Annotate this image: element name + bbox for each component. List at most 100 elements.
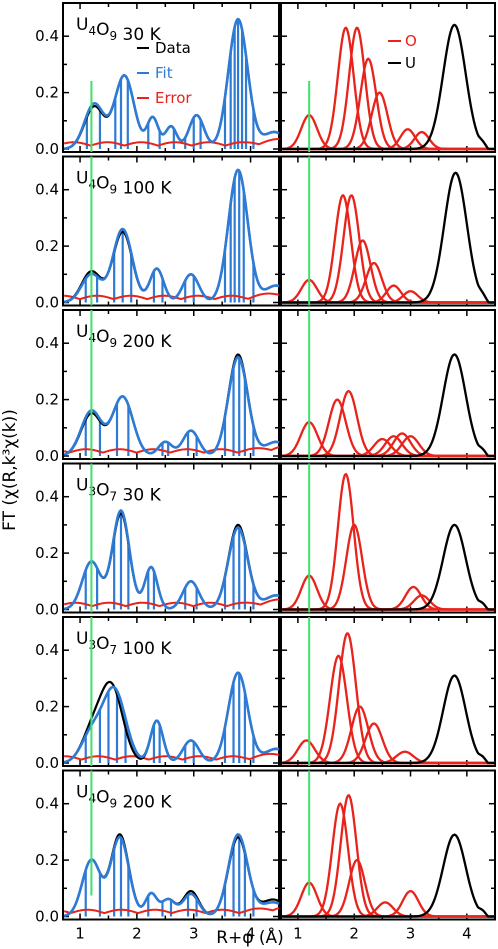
label-text: 30 K	[117, 25, 161, 45]
panel-frame-right	[280, 616, 496, 767]
o-shell-curve	[282, 278, 495, 304]
panel-frame-right	[280, 462, 496, 614]
o-shell-curve	[282, 193, 495, 304]
y-tick-label: 0.2	[35, 544, 59, 562]
x-tick-label-left: 4	[246, 925, 256, 943]
panel-frame-right	[280, 155, 496, 307]
fit-curve	[63, 671, 280, 764]
panel-frame-left	[62, 462, 280, 614]
error-curve	[63, 137, 280, 147]
o-shell-curve	[282, 901, 495, 918]
u-shell-curve	[282, 171, 495, 304]
u-shell-curve	[282, 23, 495, 151]
label-subscript: 9	[109, 29, 117, 43]
left-subplot	[63, 353, 280, 456]
o-shell-curve	[282, 26, 495, 151]
label-text: 200 K	[117, 332, 172, 352]
panel-frame-left	[62, 2, 280, 153]
legend-right-label: O	[405, 32, 417, 50]
x-tick-label-right: 1	[293, 925, 303, 943]
o-shell-curve	[282, 26, 495, 151]
label-text: 200 K	[117, 793, 172, 813]
error-curve	[63, 446, 280, 454]
label-subscript: 9	[109, 336, 117, 350]
y-tick-label: 0.2	[35, 84, 59, 102]
legend-right-label: U	[405, 54, 416, 72]
label-subscript: 4	[88, 24, 96, 38]
panel-frame-right	[280, 2, 496, 153]
x-axis-label: R+φ (Å)	[216, 926, 284, 948]
panel-5: 0.00.20.4U3O7 100 K	[35, 616, 496, 772]
panel-frame-right	[280, 769, 496, 921]
o-shell-curve	[282, 194, 495, 304]
left-subplot	[63, 17, 280, 150]
o-shell-curve	[282, 594, 495, 611]
x-tick-label-right: 3	[406, 925, 416, 943]
label-subscript: 7	[109, 490, 117, 504]
right-subplot	[282, 793, 495, 918]
fit-curve	[63, 833, 280, 918]
y-axis-label: FT (χ(R,k³χ(k))	[0, 409, 20, 531]
left-subplot	[63, 168, 280, 304]
error-curve	[63, 906, 280, 915]
u-shell-curve	[282, 674, 495, 765]
y-tick-label: 0.0	[35, 447, 59, 465]
right-subplot	[281, 632, 495, 765]
label-text: O	[96, 174, 109, 194]
x-tick-label-left: 3	[189, 925, 199, 943]
u-shell-curve	[282, 833, 495, 918]
y-tick-label: 0.4	[35, 641, 59, 659]
y-tick-label: 0.2	[35, 851, 59, 869]
y-tick-label: 0.2	[35, 391, 59, 409]
sample-label: U4O9 30 K	[76, 15, 162, 45]
y-tick-label: 0.2	[35, 698, 59, 716]
y-tick-label: 0.4	[35, 488, 59, 506]
o-shell-curve	[282, 523, 495, 611]
y-tick-label: 0.0	[35, 908, 59, 926]
y-tick-label: 0.2	[35, 237, 59, 255]
y-tick-label: 0.4	[35, 27, 59, 45]
label-text: O	[96, 20, 109, 40]
x-tick-label-right: 4	[462, 925, 472, 943]
error-curve	[63, 598, 280, 608]
panel-frame-left	[62, 616, 280, 767]
label-text: O	[96, 634, 109, 654]
error-curve	[64, 752, 280, 761]
right-subplot	[282, 23, 495, 151]
label-text: O	[96, 327, 109, 347]
left-subplot	[63, 671, 280, 764]
legend-left-label: Error	[155, 89, 192, 107]
label-text: 100 K	[117, 179, 172, 199]
y-tick-label: 0.4	[35, 181, 59, 199]
panel-frame-left	[62, 309, 280, 460]
label-text: U	[76, 169, 88, 189]
panel-frame-left	[62, 769, 280, 921]
label-subscript: 9	[109, 183, 117, 197]
panel-frame-right	[280, 309, 496, 460]
fit-curve	[63, 168, 280, 304]
label-text: U	[76, 783, 88, 803]
label-text: U	[76, 629, 88, 649]
panel-frame-left	[62, 155, 280, 307]
o-shell-curve	[282, 574, 495, 611]
x-tick-label-right: 2	[349, 925, 359, 943]
fit-curve	[63, 509, 280, 611]
label-subscript: 9	[109, 797, 117, 811]
y-tick-label: 0.0	[35, 754, 59, 772]
sample-label: U3O7 30 K	[76, 476, 162, 506]
u-shell-curve	[282, 523, 495, 611]
x-tick-label-left: 2	[132, 925, 142, 943]
y-tick-label: 0.0	[35, 140, 59, 158]
label-text: O	[96, 481, 109, 501]
label-text: U	[76, 15, 88, 35]
y-tick-label: 0.0	[35, 601, 59, 619]
y-tick-label: 0.0	[35, 294, 59, 312]
right-subplot	[282, 171, 495, 304]
label-text: 100 K	[117, 639, 172, 659]
